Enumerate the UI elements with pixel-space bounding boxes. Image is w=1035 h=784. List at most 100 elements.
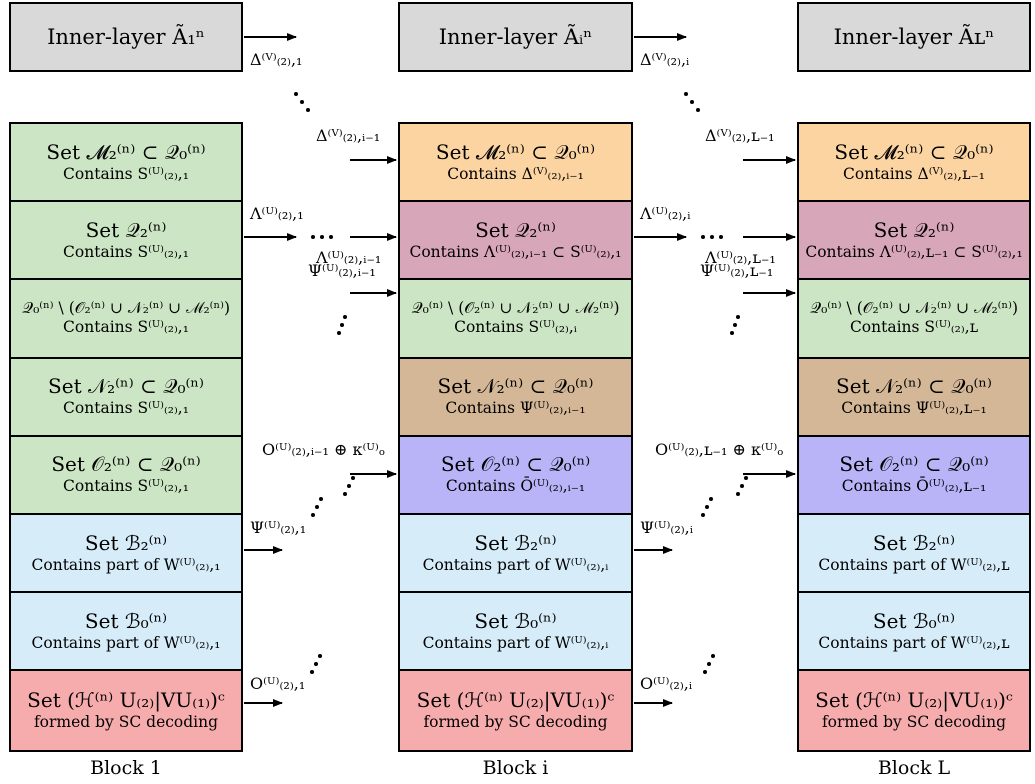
set-n2-cell: Set 𝒩₂⁽ⁿ⁾ ⊂ 𝒬₀⁽ⁿ⁾ Contains Ψ⁽ᵁ⁾₍₂₎,ʟ₋₁ [799,358,1029,437]
set-q2-cell: Set 𝒬₂⁽ⁿ⁾ Contains Λ⁽ᵁ⁾₍₂₎,ᵢ₋₁ ⊂ S⁽ᵁ⁾₍₂₎,… [400,202,631,281]
set-n2-cell: Set 𝒩₂⁽ⁿ⁾ ⊂ 𝒬₀⁽ⁿ⁾ Contains Ψ⁽ᵁ⁾₍₂₎,ᵢ₋₁ [400,358,631,437]
inner-layer-header-i: Inner-layer Ãᵢⁿ [398,2,633,72]
set-b0-cell: Set ℬ₀⁽ⁿ⁾ Contains part of W⁽ᵁ⁾₍₂₎,ᵢ [400,593,631,672]
cell-contents: Contains S⁽ᵁ⁾₍₂₎,₁ [63,318,189,337]
cell-title: 𝒬₀⁽ⁿ⁾ \ (𝒪₂⁽ⁿ⁾ ∪ 𝒩₂⁽ⁿ⁾ ∪ ℳ₂⁽ⁿ⁾) [809,298,1019,317]
cell-contents: Contains part of W⁽ᵁ⁾₍₂₎,ᵢ [422,555,609,574]
set-m2-cell: Set 𝓜₂⁽ⁿ⁾ ⊂ 𝒬₀⁽ⁿ⁾ Contains Δ⁽ⱽ⁾₍₂₎,ᵢ₋₁ [400,124,631,203]
cell-contents: Contains Δ⁽ⱽ⁾₍₂₎,ᵢ₋₁ [447,164,584,183]
cell-contents: Contains S⁽ᵁ⁾₍₂₎,₁ [63,242,189,261]
cell-title: Set 𝒪₂⁽ⁿ⁾ ⊂ 𝒬₀⁽ⁿ⁾ [440,452,591,477]
set-o2-cell: Set 𝒪₂⁽ⁿ⁾ ⊂ 𝒬₀⁽ⁿ⁾ Contains S⁽ᵁ⁾₍₂₎,₁ [11,436,241,515]
cell-title: 𝒬₀⁽ⁿ⁾ \ (𝒪₂⁽ⁿ⁾ ∪ 𝒩₂⁽ⁿ⁾ ∪ ℳ₂⁽ⁿ⁾) [21,298,231,317]
cell-contents: Contains Ō⁽ᵁ⁾₍₂₎,ʟ₋₁ [841,477,987,496]
inner-layer-header-L: Inner-layer Ãʟⁿ [797,2,1031,72]
cell-contents: Contains S⁽ᵁ⁾₍₂₎,₁ [63,164,189,183]
label-psi-1: Ψ⁽ᵁ⁾₍₂₎,₁ [250,518,307,537]
block-L-column: Set 𝓜₂⁽ⁿ⁾ ⊂ 𝒬₀⁽ⁿ⁾ Contains Δ⁽ⱽ⁾₍₂₎,ʟ₋₁ Se… [797,122,1031,752]
label-lambda-i: Λ⁽ᵁ⁾₍₂₎,ᵢ [640,204,691,223]
block-i-column: Set 𝓜₂⁽ⁿ⁾ ⊂ 𝒬₀⁽ⁿ⁾ Contains Δ⁽ⱽ⁾₍₂₎,ᵢ₋₁ Se… [398,122,633,752]
cell-title: Set 𝓜₂⁽ⁿ⁾ ⊂ 𝒬₀⁽ⁿ⁾ [834,139,994,164]
cell-title: Set (ℋ⁽ⁿ⁾ U₍₂₎|VU₍₁₎)ᶜ [416,688,615,712]
set-m2-cell: Set 𝓜₂⁽ⁿ⁾ ⊂ 𝒬₀⁽ⁿ⁾ Contains Δ⁽ⱽ⁾₍₂₎,ʟ₋₁ [799,124,1029,203]
block-1-column: Set 𝓜₂⁽ⁿ⁾ ⊂ 𝒬₀⁽ⁿ⁾ Contains S⁽ᵁ⁾₍₂₎,₁ Set … [9,122,243,752]
cell-title: Set 𝒩₂⁽ⁿ⁾ ⊂ 𝒬₀⁽ⁿ⁾ [437,374,594,399]
block-i-footer: Block i [482,757,549,779]
header-label: Inner-layer Ã₁ⁿ [47,25,205,49]
set-b2-cell: Set ℬ₂⁽ⁿ⁾ Contains part of W⁽ᵁ⁾₍₂₎,ᵢ [400,514,631,594]
set-o2-cell: Set 𝒪₂⁽ⁿ⁾ ⊂ 𝒬₀⁽ⁿ⁾ Contains Ō⁽ᵁ⁾₍₂₎,ʟ₋₁ [799,436,1029,515]
cell-contents: Contains part of W⁽ᵁ⁾₍₂₎,₁ [31,555,221,574]
label-delta-i: Δ⁽ⱽ⁾₍₂₎,ᵢ [640,50,690,69]
cell-title: Set 𝒬₂⁽ⁿ⁾ [85,217,167,242]
label-lambda-L-minus-1: Λ⁽ᵁ⁾₍₂₎,ʟ₋₁ [705,248,776,267]
cell-contents: Contains part of W⁽ᵁ⁾₍₂₎,ʟ [818,555,1010,574]
label-o-xor-kappa-i-minus-1: O⁽ᵁ⁾₍₂₎,ᵢ₋₁ ⊕ κ⁽ᵁ⁾ₒ [262,440,385,459]
set-h-complement-cell: Set (ℋ⁽ⁿ⁾ U₍₂₎|VU₍₁₎)ᶜ formed by SC decod… [799,671,1029,750]
cell-title: 𝒬₀⁽ⁿ⁾ \ (𝒪₂⁽ⁿ⁾ ∪ 𝒩₂⁽ⁿ⁾ ∪ ℳ₂⁽ⁿ⁾) [411,298,620,317]
cell-contents: formed by SC decoding [423,713,608,731]
label-psi-i: Ψ⁽ᵁ⁾₍₂₎,ᵢ [640,518,693,537]
set-q2-cell: Set 𝒬₂⁽ⁿ⁾ Contains Λ⁽ᵁ⁾₍₂₎,ʟ₋₁ ⊂ S⁽ᵁ⁾₍₂₎,… [799,202,1029,281]
set-b0-cell: Set ℬ₀⁽ⁿ⁾ Contains part of W⁽ᵁ⁾₍₂₎,₁ [11,593,241,672]
set-q0-remainder-cell: 𝒬₀⁽ⁿ⁾ \ (𝒪₂⁽ⁿ⁾ ∪ 𝒩₂⁽ⁿ⁾ ∪ ℳ₂⁽ⁿ⁾) Contains … [799,280,1029,359]
cell-contents: Contains part of W⁽ᵁ⁾₍₂₎,ʟ [818,633,1010,652]
cell-title: Set 𝓜₂⁽ⁿ⁾ ⊂ 𝒬₀⁽ⁿ⁾ [435,139,596,164]
cell-contents: Contains Λ⁽ᵁ⁾₍₂₎,ᵢ₋₁ ⊂ S⁽ᵁ⁾₍₂₎,₁ [409,242,622,261]
label-lambda-1: Λ⁽ᵁ⁾₍₂₎,₁ [250,204,304,223]
label-delta-i-minus-1: Δ⁽ⱽ⁾₍₂₎,ᵢ₋₁ [316,126,381,145]
cell-contents: Contains part of W⁽ᵁ⁾₍₂₎,₁ [31,633,221,652]
cell-title: Set (ℋ⁽ⁿ⁾ U₍₂₎|VU₍₁₎)ᶜ [815,688,1013,712]
set-q2-cell: Set 𝒬₂⁽ⁿ⁾ Contains S⁽ᵁ⁾₍₂₎,₁ [11,202,241,281]
cell-title: Set ℬ₂⁽ⁿ⁾ [872,530,956,555]
set-b2-cell: Set ℬ₂⁽ⁿ⁾ Contains part of W⁽ᵁ⁾₍₂₎,₁ [11,514,241,594]
cell-contents: Contains Δ⁽ⱽ⁾₍₂₎,ʟ₋₁ [843,164,985,183]
cell-contents: Contains Ō⁽ᵁ⁾₍₂₎,ᵢ₋₁ [445,477,586,496]
cell-title: Set ℬ₀⁽ⁿ⁾ [474,608,557,633]
cell-title: Set 𝒩₂⁽ⁿ⁾ ⊂ 𝒬₀⁽ⁿ⁾ [836,374,992,399]
cell-title: Set 𝓜₂⁽ⁿ⁾ ⊂ 𝒬₀⁽ⁿ⁾ [46,139,206,164]
block-1-footer: Block 1 [90,757,162,779]
label-lambda-i-minus-1: Λ⁽ᵁ⁾₍₂₎,ᵢ₋₁ [316,248,382,267]
cell-contents: formed by SC decoding [821,713,1007,731]
set-n2-cell: Set 𝒩₂⁽ⁿ⁾ ⊂ 𝒬₀⁽ⁿ⁾ Contains S⁽ᵁ⁾₍₂₎,₁ [11,358,241,437]
cell-title: Set 𝒬₂⁽ⁿ⁾ [475,217,556,242]
set-h-complement-cell: Set (ℋ⁽ⁿ⁾ U₍₂₎|VU₍₁₎)ᶜ formed by SC decod… [11,671,241,750]
cell-contents: Contains S⁽ᵁ⁾₍₂₎,ʟ [849,318,979,337]
cell-title: Set 𝒪₂⁽ⁿ⁾ ⊂ 𝒬₀⁽ⁿ⁾ [51,452,201,477]
set-b2-cell: Set ℬ₂⁽ⁿ⁾ Contains part of W⁽ᵁ⁾₍₂₎,ʟ [799,514,1029,594]
cell-contents: Contains S⁽ᵁ⁾₍₂₎,₁ [63,477,189,496]
label-psi-i-minus-1: Ψ⁽ᵁ⁾₍₂₎,ᵢ₋₁ [308,261,376,280]
label-delta-L-minus-1: Δ⁽ⱽ⁾₍₂₎,ʟ₋₁ [705,126,775,145]
header-label: Inner-layer Ãʟⁿ [833,25,995,49]
block-L-footer: Block L [877,757,951,779]
set-b0-cell: Set ℬ₀⁽ⁿ⁾ Contains part of W⁽ᵁ⁾₍₂₎,ʟ [799,593,1029,672]
set-o2-cell: Set 𝒪₂⁽ⁿ⁾ ⊂ 𝒬₀⁽ⁿ⁾ Contains Ō⁽ᵁ⁾₍₂₎,ᵢ₋₁ [400,436,631,515]
ellipsis-dots [294,92,748,674]
label-o-1: O⁽ᵁ⁾₍₂₎,₁ [250,674,306,693]
cell-contents: Contains Ψ⁽ᵁ⁾₍₂₎,ʟ₋₁ [841,399,987,418]
cell-title: Set ℬ₂⁽ⁿ⁾ [474,530,557,555]
label-o-i: O⁽ᵁ⁾₍₂₎,ᵢ [640,674,693,693]
cell-title: Set 𝒩₂⁽ⁿ⁾ ⊂ 𝒬₀⁽ⁿ⁾ [48,374,204,399]
set-m2-cell: Set 𝓜₂⁽ⁿ⁾ ⊂ 𝒬₀⁽ⁿ⁾ Contains S⁽ᵁ⁾₍₂₎,₁ [11,124,241,203]
cell-contents: Contains part of W⁽ᵁ⁾₍₂₎,ᵢ [422,633,609,652]
header-label: Inner-layer Ãᵢⁿ [438,25,593,49]
set-q0-remainder-cell: 𝒬₀⁽ⁿ⁾ \ (𝒪₂⁽ⁿ⁾ ∪ 𝒩₂⁽ⁿ⁾ ∪ ℳ₂⁽ⁿ⁾) Contains … [11,280,241,359]
label-delta-1: Δ⁽ⱽ⁾₍₂₎,₁ [250,50,303,69]
cell-contents: formed by SC decoding [33,713,219,731]
cell-title: Set 𝒪₂⁽ⁿ⁾ ⊂ 𝒬₀⁽ⁿ⁾ [839,452,989,477]
cell-title: Set ℬ₀⁽ⁿ⁾ [84,608,168,633]
cell-title: Set ℬ₀⁽ⁿ⁾ [872,608,956,633]
cell-contents: Contains Ψ⁽ᵁ⁾₍₂₎,ᵢ₋₁ [445,399,586,418]
cell-contents: Contains Λ⁽ᵁ⁾₍₂₎,ʟ₋₁ ⊂ S⁽ᵁ⁾₍₂₎,₁ [805,242,1023,261]
cell-contents: Contains S⁽ᵁ⁾₍₂₎,ᵢ [454,318,577,337]
cell-title: Set ℬ₂⁽ⁿ⁾ [84,530,168,555]
cell-title: Set 𝒬₂⁽ⁿ⁾ [873,217,955,242]
label-psi-L-minus-1: Ψ⁽ᵁ⁾₍₂₎,ʟ₋₁ [700,261,774,280]
inner-layer-header-1: Inner-layer Ã₁ⁿ [9,2,243,72]
cell-title: Set (ℋ⁽ⁿ⁾ U₍₂₎|VU₍₁₎)ᶜ [27,688,225,712]
label-o-xor-kappa-L-minus-1: O⁽ᵁ⁾₍₂₎,ʟ₋₁ ⊕ κ⁽ᵁ⁾ₒ [655,440,784,459]
set-q0-remainder-cell: 𝒬₀⁽ⁿ⁾ \ (𝒪₂⁽ⁿ⁾ ∪ 𝒩₂⁽ⁿ⁾ ∪ ℳ₂⁽ⁿ⁾) Contains … [400,280,631,359]
